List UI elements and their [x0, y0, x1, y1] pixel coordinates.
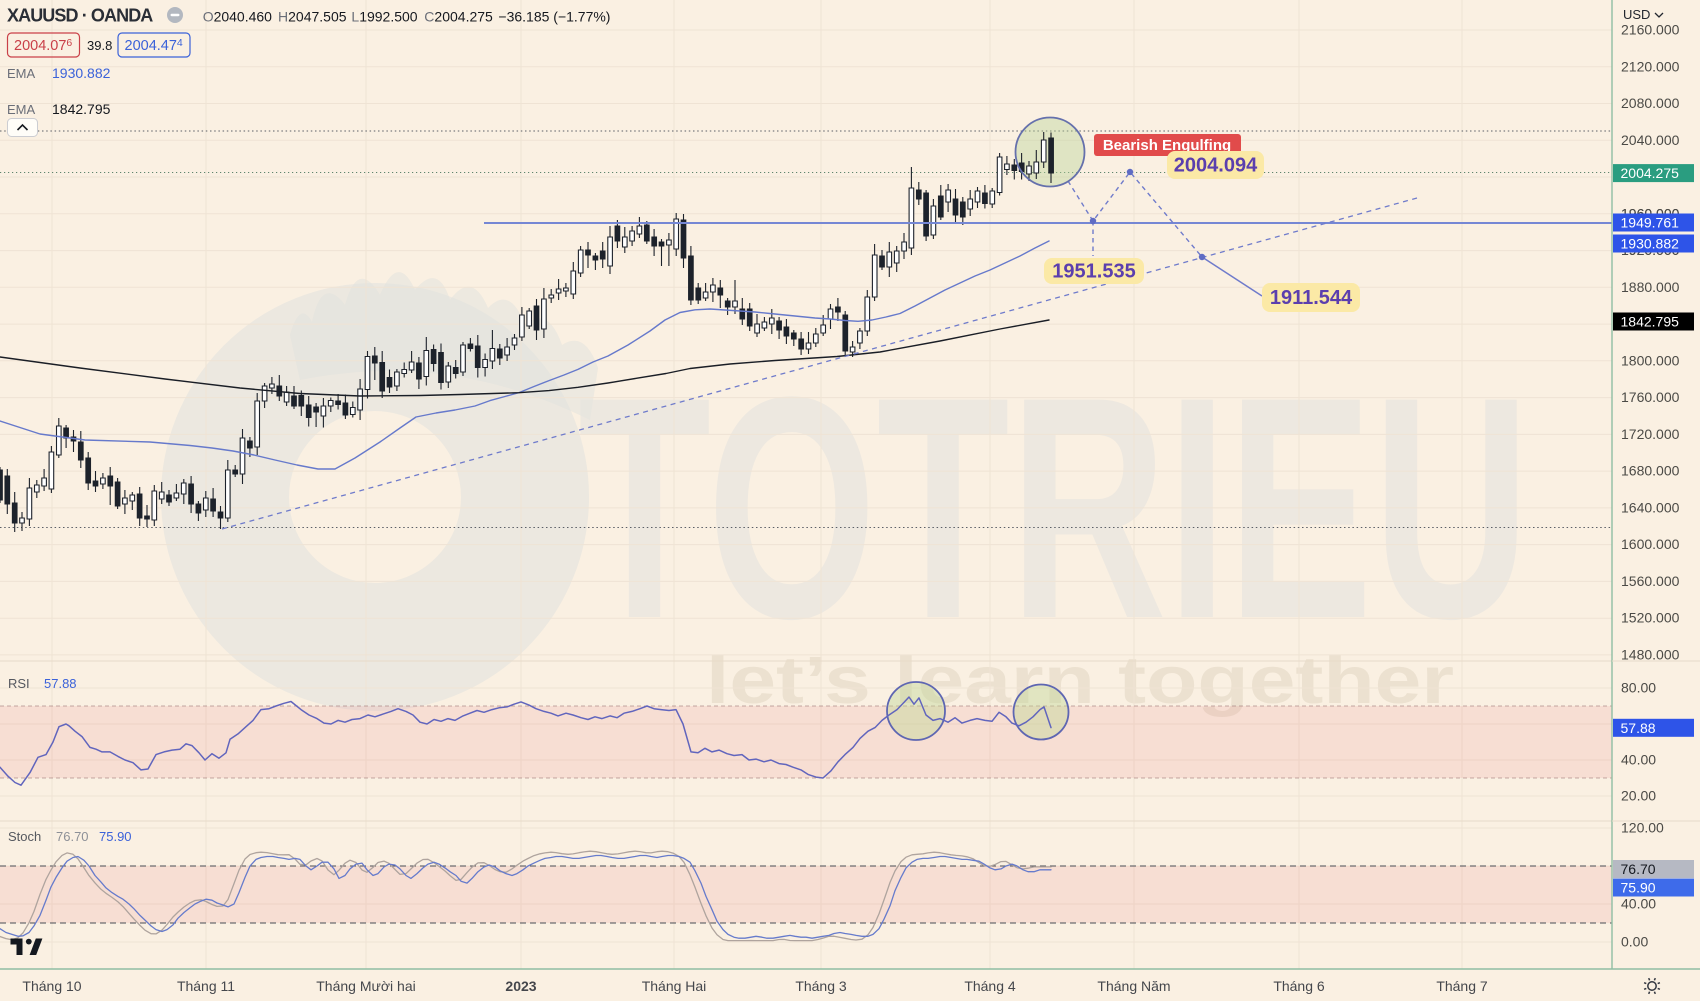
- svg-text:1911.544: 1911.544: [1270, 287, 1353, 309]
- svg-text:Tháng Hai: Tháng Hai: [642, 978, 707, 994]
- svg-text:75.90: 75.90: [1621, 880, 1656, 896]
- svg-text:1800.000: 1800.000: [1621, 352, 1680, 368]
- svg-text:1842.795: 1842.795: [52, 101, 111, 117]
- svg-text:2004.275: 2004.275: [1621, 165, 1680, 181]
- svg-text:1640.000: 1640.000: [1621, 499, 1680, 515]
- svg-text:1520.000: 1520.000: [1621, 610, 1680, 626]
- svg-text:40.00: 40.00: [1621, 752, 1656, 768]
- svg-text:1930.882: 1930.882: [52, 65, 111, 81]
- svg-text:1480.000: 1480.000: [1621, 646, 1680, 662]
- svg-text:−36.185 (−1.77%): −36.185 (−1.77%): [498, 9, 610, 25]
- svg-text:0.00: 0.00: [1621, 934, 1648, 950]
- svg-text:Tháng 11: Tháng 11: [177, 978, 235, 994]
- svg-text:2004.076: 2004.076: [14, 37, 72, 54]
- svg-text:Tháng 3: Tháng 3: [795, 978, 847, 994]
- svg-text:39.8: 39.8: [87, 38, 112, 53]
- svg-text:1760.000: 1760.000: [1621, 389, 1680, 405]
- svg-text:76.70: 76.70: [56, 829, 89, 844]
- svg-text:EMA: EMA: [7, 66, 36, 81]
- svg-text:57.88: 57.88: [1621, 720, 1656, 736]
- svg-text:2080.000: 2080.000: [1621, 95, 1680, 111]
- svg-text:2160.000: 2160.000: [1621, 22, 1680, 38]
- svg-text:Tháng Năm: Tháng Năm: [1097, 978, 1170, 994]
- svg-text:Tháng 6: Tháng 6: [1273, 978, 1325, 994]
- svg-text:2004.094: 2004.094: [1174, 155, 1258, 177]
- svg-text:2040.000: 2040.000: [1621, 132, 1680, 148]
- svg-text:Tháng 10: Tháng 10: [22, 978, 81, 994]
- svg-text:L1992.500: L1992.500: [351, 9, 417, 25]
- svg-text:1560.000: 1560.000: [1621, 573, 1680, 589]
- svg-text:1680.000: 1680.000: [1621, 463, 1680, 479]
- svg-text:1951.535: 1951.535: [1052, 261, 1135, 283]
- svg-text:Tháng Mười hai: Tháng Mười hai: [316, 978, 415, 994]
- svg-text:H2047.505: H2047.505: [278, 9, 347, 25]
- svg-text:1880.000: 1880.000: [1621, 279, 1680, 295]
- svg-text:2023: 2023: [505, 978, 536, 994]
- svg-text:2004.474: 2004.474: [125, 37, 183, 54]
- svg-text:1720.000: 1720.000: [1621, 426, 1680, 442]
- svg-text:57.88: 57.88: [44, 676, 77, 691]
- svg-text:1930.882: 1930.882: [1621, 236, 1680, 252]
- svg-text:O2040.460: O2040.460: [203, 9, 272, 25]
- svg-text:Tháng 7: Tháng 7: [1436, 978, 1488, 994]
- svg-text:120.00: 120.00: [1621, 820, 1664, 836]
- svg-text:1949.761: 1949.761: [1621, 215, 1680, 231]
- svg-text:USD: USD: [1623, 7, 1650, 22]
- svg-text:76.70: 76.70: [1621, 861, 1656, 877]
- svg-text:1600.000: 1600.000: [1621, 536, 1680, 552]
- svg-text:20.00: 20.00: [1621, 788, 1656, 804]
- svg-text:1842.795: 1842.795: [1621, 314, 1680, 330]
- svg-text:75.90: 75.90: [99, 829, 132, 844]
- svg-text:XAUUSD · OANDA: XAUUSD · OANDA: [7, 6, 153, 26]
- svg-text:40.00: 40.00: [1621, 896, 1656, 912]
- svg-text:RSI: RSI: [8, 676, 30, 691]
- svg-text:Stoch: Stoch: [8, 829, 41, 844]
- svg-text:2120.000: 2120.000: [1621, 58, 1680, 74]
- svg-text:C2004.275: C2004.275: [424, 9, 493, 25]
- svg-text:80.00: 80.00: [1621, 680, 1656, 696]
- svg-text:Bearish Engulfing: Bearish Engulfing: [1103, 137, 1231, 154]
- svg-text:EMA: EMA: [7, 102, 36, 117]
- svg-text:Tháng 4: Tháng 4: [964, 978, 1016, 994]
